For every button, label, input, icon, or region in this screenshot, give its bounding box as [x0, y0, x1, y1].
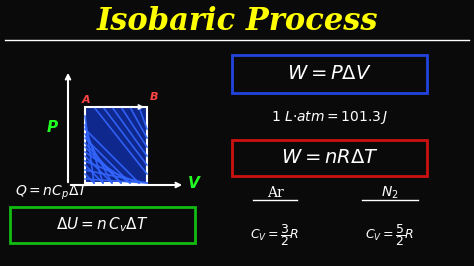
Text: A: A — [82, 95, 91, 105]
Text: $\Delta U = n\,C_v\Delta T$: $\Delta U = n\,C_v\Delta T$ — [56, 216, 149, 234]
Text: $C_V = \dfrac{3}{2}R$: $C_V = \dfrac{3}{2}R$ — [250, 222, 300, 248]
Bar — [232, 140, 427, 176]
Text: $N_2$: $N_2$ — [381, 185, 399, 201]
Text: $C_V = \dfrac{5}{2}R$: $C_V = \dfrac{5}{2}R$ — [365, 222, 415, 248]
Text: V: V — [188, 176, 200, 190]
Text: Ar: Ar — [266, 186, 283, 200]
Text: B: B — [150, 92, 158, 102]
Text: Isobaric Process: Isobaric Process — [96, 6, 378, 38]
Text: $Q = nC_p\Delta T$: $Q = nC_p\Delta T$ — [15, 184, 89, 202]
Bar — [232, 55, 427, 93]
Text: $W = nR\Delta T$: $W = nR\Delta T$ — [281, 149, 378, 167]
Bar — [85, 107, 147, 183]
Bar — [10, 207, 195, 243]
Text: P: P — [46, 120, 57, 135]
Text: $1\ L{\cdot}atm = 101.3\,J$: $1\ L{\cdot}atm = 101.3\,J$ — [271, 110, 388, 127]
Text: $W = P\Delta V$: $W = P\Delta V$ — [287, 65, 372, 83]
Bar — [85, 107, 147, 183]
